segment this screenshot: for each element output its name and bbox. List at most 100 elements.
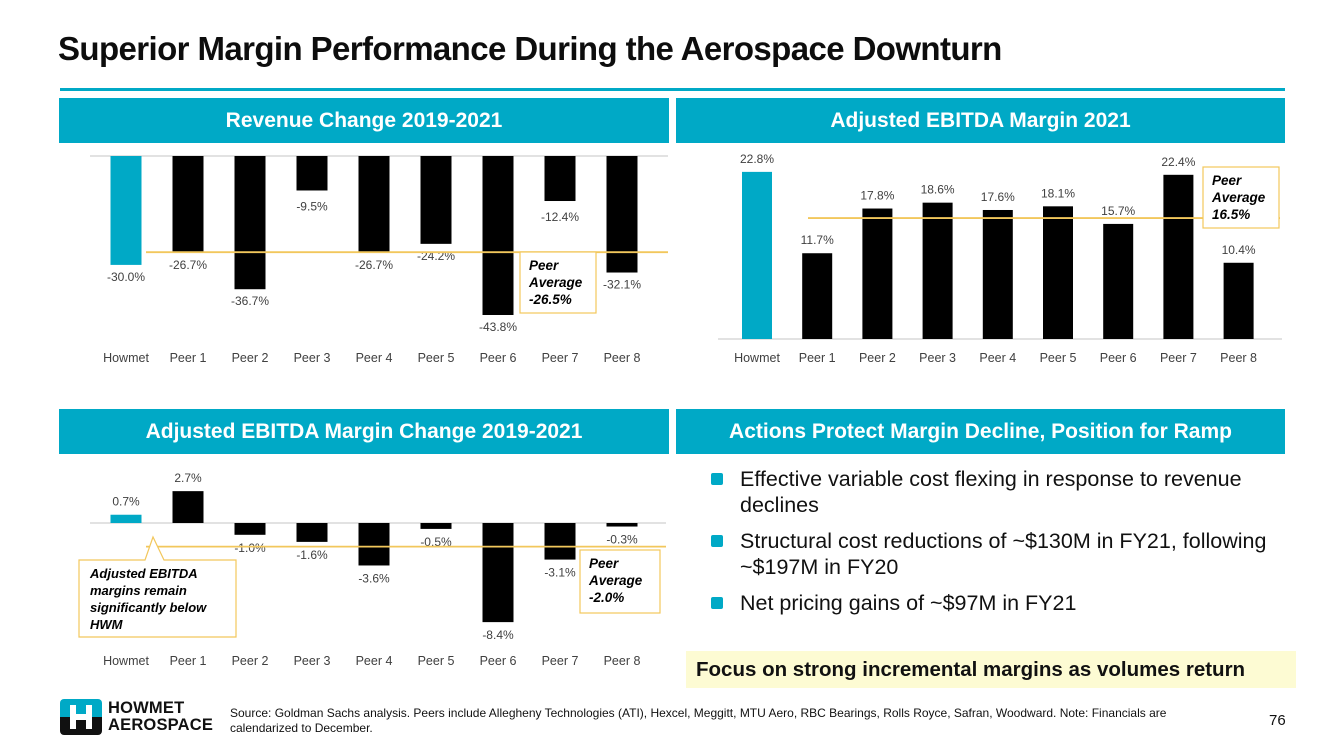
value-label: -32.1% bbox=[603, 278, 641, 292]
source-footnote: Source: Goldman Sachs analysis. Peers in… bbox=[230, 706, 1167, 735]
category-label: Howmet bbox=[103, 351, 149, 365]
category-label: Peer 6 bbox=[480, 654, 517, 668]
revenue-panel-header: Revenue Change 2019-2021 bbox=[59, 98, 669, 143]
annotation-text: significantly below bbox=[90, 600, 207, 615]
value-label: -24.2% bbox=[417, 249, 455, 263]
peer-average-label: Peer bbox=[589, 556, 619, 571]
value-label: -3.6% bbox=[358, 571, 390, 585]
bar-peer-3 bbox=[296, 156, 328, 191]
category-label: Howmet bbox=[103, 654, 149, 668]
bar-peer-6 bbox=[482, 156, 514, 315]
value-label: 22.4% bbox=[1161, 155, 1195, 169]
bar-howmet bbox=[110, 514, 142, 523]
bar-peer-7 bbox=[1163, 174, 1194, 339]
bullet-square-icon bbox=[711, 597, 723, 609]
bar-peer-5 bbox=[420, 156, 452, 244]
bar-peer-4 bbox=[358, 156, 390, 253]
peer-average-label: Average bbox=[1211, 190, 1266, 205]
bar-peer-8 bbox=[606, 156, 638, 273]
value-label: 22.8% bbox=[740, 152, 774, 166]
value-label: -30.0% bbox=[107, 270, 145, 284]
bar-peer-8 bbox=[606, 523, 638, 527]
bar-peer-7 bbox=[544, 156, 576, 202]
logo-line2: AEROSPACE bbox=[108, 716, 214, 734]
category-label: Peer 8 bbox=[604, 351, 641, 365]
actions-panel-header: Actions Protect Margin Decline, Position… bbox=[676, 409, 1285, 454]
bar-peer-7 bbox=[544, 523, 576, 560]
value-label: 0.7% bbox=[112, 495, 140, 509]
annotation-text: HWM bbox=[90, 617, 124, 632]
category-label: Peer 7 bbox=[1160, 351, 1197, 365]
peer-average-label: -2.0% bbox=[589, 590, 624, 605]
category-label: Peer 1 bbox=[170, 351, 207, 365]
bar-peer-5 bbox=[1043, 206, 1073, 339]
bar-peer-2 bbox=[234, 156, 266, 290]
bar-peer-4 bbox=[982, 209, 1013, 339]
bullet-item: Net pricing gains of ~$97M in FY21 bbox=[708, 590, 1298, 616]
category-label: Peer 5 bbox=[1040, 351, 1077, 365]
bullet-item: Effective variable cost flexing in respo… bbox=[708, 466, 1298, 518]
value-label: -0.3% bbox=[606, 533, 638, 547]
value-label: 18.6% bbox=[921, 183, 955, 197]
peer-average-label: Peer bbox=[1212, 173, 1242, 188]
ebitda-change-panel-header: Adjusted EBITDA Margin Change 2019-2021 bbox=[59, 409, 669, 454]
value-label: -0.5% bbox=[420, 535, 452, 549]
peer-average-label: -26.5% bbox=[529, 292, 572, 307]
bar-peer-8 bbox=[1223, 262, 1254, 339]
peer-average-box bbox=[579, 549, 661, 614]
annotation-callout bbox=[78, 535, 237, 638]
value-label: 17.6% bbox=[981, 190, 1015, 204]
value-label: -1.6% bbox=[296, 548, 328, 562]
category-label: Peer 3 bbox=[294, 351, 331, 365]
focus-callout: Focus on strong incremental margins as v… bbox=[686, 651, 1296, 688]
value-label: 11.7% bbox=[801, 233, 834, 247]
howmet-logo-icon bbox=[60, 699, 102, 735]
value-label: -12.4% bbox=[541, 210, 579, 224]
category-label: Peer 6 bbox=[1100, 351, 1137, 365]
category-label: Peer 5 bbox=[418, 654, 455, 668]
bar-peer-3 bbox=[922, 202, 953, 339]
bar-peer-1 bbox=[802, 253, 833, 339]
category-label: Peer 6 bbox=[480, 351, 517, 365]
page-number: 76 bbox=[1269, 712, 1286, 729]
value-label: -43.8% bbox=[479, 320, 517, 334]
page-title: Superior Margin Performance During the A… bbox=[58, 30, 1002, 67]
category-label: Howmet bbox=[734, 351, 780, 365]
category-label: Peer 1 bbox=[799, 351, 836, 365]
value-label: 17.8% bbox=[860, 189, 894, 203]
bar-peer-4 bbox=[358, 523, 390, 566]
category-label: Peer 4 bbox=[356, 351, 393, 365]
ebitda-margin-panel-header: Adjusted EBITDA Margin 2021 bbox=[676, 98, 1285, 143]
peer-average-box bbox=[1202, 166, 1280, 229]
bar-peer-1 bbox=[172, 156, 204, 253]
category-label: Peer 1 bbox=[170, 654, 207, 668]
value-label: 2.7% bbox=[174, 471, 202, 485]
bullet-square-icon bbox=[711, 535, 723, 547]
category-label: Peer 7 bbox=[542, 351, 579, 365]
category-label: Peer 3 bbox=[919, 351, 956, 365]
value-label: -1.0% bbox=[234, 541, 266, 555]
value-label: -26.7% bbox=[355, 258, 393, 272]
value-label: 15.7% bbox=[1101, 204, 1135, 218]
bar-howmet bbox=[742, 171, 772, 339]
category-label: Peer 2 bbox=[232, 351, 269, 365]
category-label: Peer 8 bbox=[604, 654, 641, 668]
peer-average-box bbox=[519, 251, 597, 314]
bar-peer-1 bbox=[172, 491, 204, 523]
bullet-item: Structural cost reductions of ~$130M in … bbox=[708, 528, 1298, 580]
value-label: -9.5% bbox=[296, 199, 328, 213]
category-label: Peer 5 bbox=[418, 351, 455, 365]
value-label: -36.7% bbox=[231, 294, 269, 308]
value-label: 18.1% bbox=[1041, 186, 1075, 200]
howmet-logo: HOWMET AEROSPACE bbox=[60, 699, 213, 735]
category-label: Peer 4 bbox=[979, 351, 1016, 365]
annotation-text: margins remain bbox=[90, 583, 187, 598]
category-label: Peer 2 bbox=[232, 654, 269, 668]
bar-peer-6 bbox=[482, 523, 514, 623]
annotation-text: Adjusted EBITDA bbox=[89, 566, 198, 581]
category-label: Peer 7 bbox=[542, 654, 579, 668]
peer-average-label: 16.5% bbox=[1212, 207, 1250, 222]
value-label: -8.4% bbox=[482, 628, 514, 642]
category-label: Peer 3 bbox=[294, 654, 331, 668]
bullet-square-icon bbox=[711, 473, 723, 485]
